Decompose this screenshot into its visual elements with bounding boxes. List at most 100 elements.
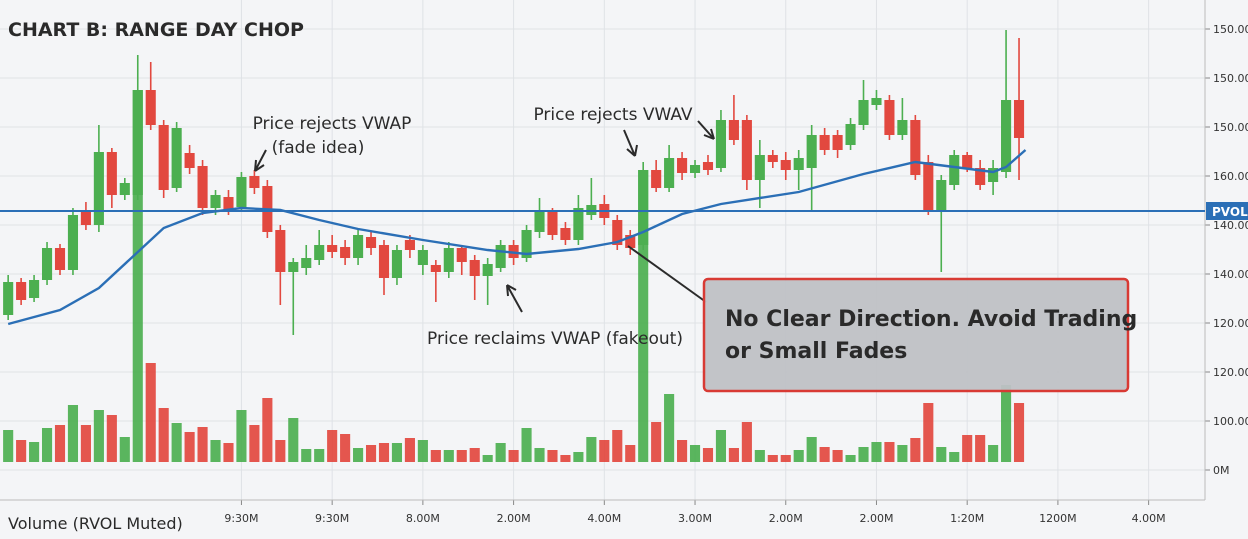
volume-bar [145,363,156,462]
volume-bar [586,437,597,462]
y-tick-label: 120.00 [1213,366,1248,379]
volume-bar [547,450,558,462]
volume-bar [404,438,415,462]
candle-body [391,250,403,278]
candle-body [443,248,454,272]
candle-body [210,195,221,208]
callout-text: No Clear Direction. Avoid Trading [725,307,1137,332]
volume-bar [249,425,260,462]
y-tick-label: 160.00 [1213,170,1248,183]
volume-bar [754,450,765,462]
candle-body [560,228,571,240]
candle-body [949,155,960,185]
vwap-line [7,149,1027,326]
candle-body [780,160,791,170]
volume-bar [288,418,299,462]
candle-body [430,265,441,272]
candle-body [41,248,53,280]
volume-bar [340,434,351,462]
candle-body [612,220,623,245]
candle-body [236,177,247,207]
candle-body [184,153,195,168]
candle-body [819,135,830,150]
candle-body [67,215,79,270]
candle-body [404,240,415,250]
volume-bar [262,398,273,462]
volume-bar [327,430,338,462]
candle-body [340,247,351,258]
volume-bar [67,405,79,462]
callout-pointer [627,245,707,303]
candle-body [288,262,299,272]
candle-body [3,282,14,315]
volume-bar [715,430,727,462]
candle-body [80,212,91,225]
volume-bar [923,403,934,462]
chart-title: CHART B: RANGE DAY CHOP [8,19,304,41]
volume-bar [3,430,14,462]
candle-body [832,135,843,150]
volume-bar [832,450,843,462]
volume-bar [573,452,584,462]
volume-bar [1013,403,1025,462]
candle-body [871,98,882,105]
volume-bar [793,450,804,462]
candle-body [702,162,714,170]
volume-bar [417,440,428,462]
candle-body [754,155,765,180]
candle-body [728,120,739,140]
candle-body [741,120,752,180]
candle-body [275,230,286,272]
volume-bar [443,450,454,462]
pvol-tag [1206,202,1248,220]
candle-body [145,90,156,125]
candle-body [314,245,325,260]
volume-bar [41,428,53,462]
volume-bar [988,445,999,462]
volume-bar [612,430,623,462]
candle-body [664,158,675,188]
volume-bar [949,452,960,462]
candle-body [171,128,182,188]
volume-bar [171,423,182,462]
candle-body [365,237,377,248]
volume-bar [871,442,882,462]
pvol-label: PVOL [1212,205,1248,219]
volume-bar [508,450,519,462]
volume-bar [210,440,221,462]
candle-body [223,197,234,210]
candle-body [962,155,973,168]
volume-bar [651,422,662,462]
volume-bar [236,410,247,462]
candle-body [1013,100,1025,138]
candle-body [806,135,817,168]
candle-body [625,235,636,248]
volume-bar [806,437,817,462]
volume-bar [677,440,688,462]
candle-body [93,152,104,225]
candle-body [573,208,584,240]
volume-bar [119,437,130,462]
y-tick-label: 100.00 [1213,415,1248,428]
volume-bar [845,455,856,462]
candle-body [158,125,169,190]
volume-bar [884,442,895,462]
candle-body [534,212,545,232]
x-tick-label: 8.00M [406,512,440,525]
volume-bar [897,445,908,462]
candle-body [975,168,986,185]
candle-body [858,100,869,125]
y-tick-label: 140.00 [1213,268,1248,281]
candle-body [106,152,117,195]
volume-bar [93,410,104,462]
candle-body [1001,100,1012,172]
volume-bar [819,447,830,462]
volume-bar [1001,385,1012,462]
volume-bar [625,445,636,462]
volume-bar [495,443,506,462]
volume-bar [54,425,66,462]
candle-body [132,90,143,195]
candle-body [988,168,999,182]
volume-bar [469,448,480,462]
